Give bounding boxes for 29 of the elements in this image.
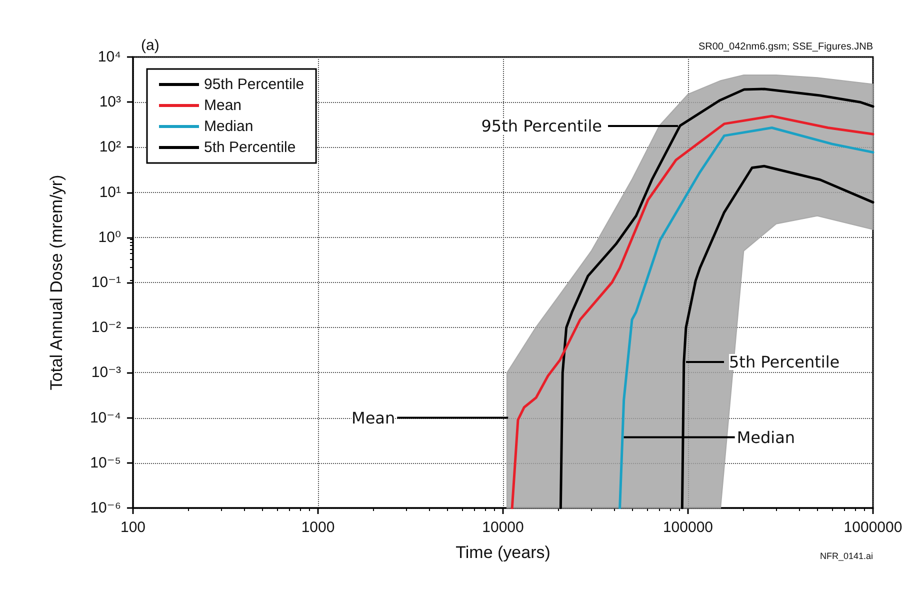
x-tick-label: 10000 (482, 519, 524, 536)
annotation: 95th Percentile (481, 116, 602, 136)
y-tick-label: 10¹ (99, 184, 121, 201)
text: (a) (141, 37, 160, 54)
legend-label: Median (204, 118, 254, 135)
legend-label: 5th Percentile (204, 139, 296, 156)
y-tick-label: 10⁻³ (91, 364, 121, 382)
y-tick-label: 10⁻¹ (91, 274, 121, 291)
y-tick-label: 10⁴ (98, 48, 121, 66)
y-tick-label: 10⁻² (91, 319, 121, 336)
y-tick-label: 10⁻⁴ (90, 409, 121, 426)
y-tick-label: 10⁰ (98, 228, 121, 246)
y-tick-label: 10² (99, 138, 121, 156)
annotation: 5th Percentile (729, 352, 840, 372)
y-tick-label: 10⁻⁵ (90, 454, 121, 472)
text: SR00_042nm6.gsm; SSE_Figures.JNB (698, 42, 874, 52)
y-tick-label: 10⁻⁶ (90, 500, 121, 516)
y-axis-title: Total Annual Dose (mrem/yr) (47, 174, 66, 390)
text: NFR_0141.ai (820, 551, 873, 561)
legend-label: 95th Percentile (204, 76, 304, 93)
legend-label: Mean (204, 97, 242, 114)
annotation: Median (736, 428, 796, 447)
y-tick-label: 10³ (99, 94, 121, 111)
annotation: Mean (352, 408, 396, 428)
x-tick-label: 100000 (662, 519, 714, 536)
x-tick-label: 100 (120, 519, 146, 536)
x-tick-label: 1000000 (844, 519, 902, 536)
x-axis-title: Time (years) (456, 543, 550, 562)
x-tick-label: 1000 (301, 519, 335, 536)
